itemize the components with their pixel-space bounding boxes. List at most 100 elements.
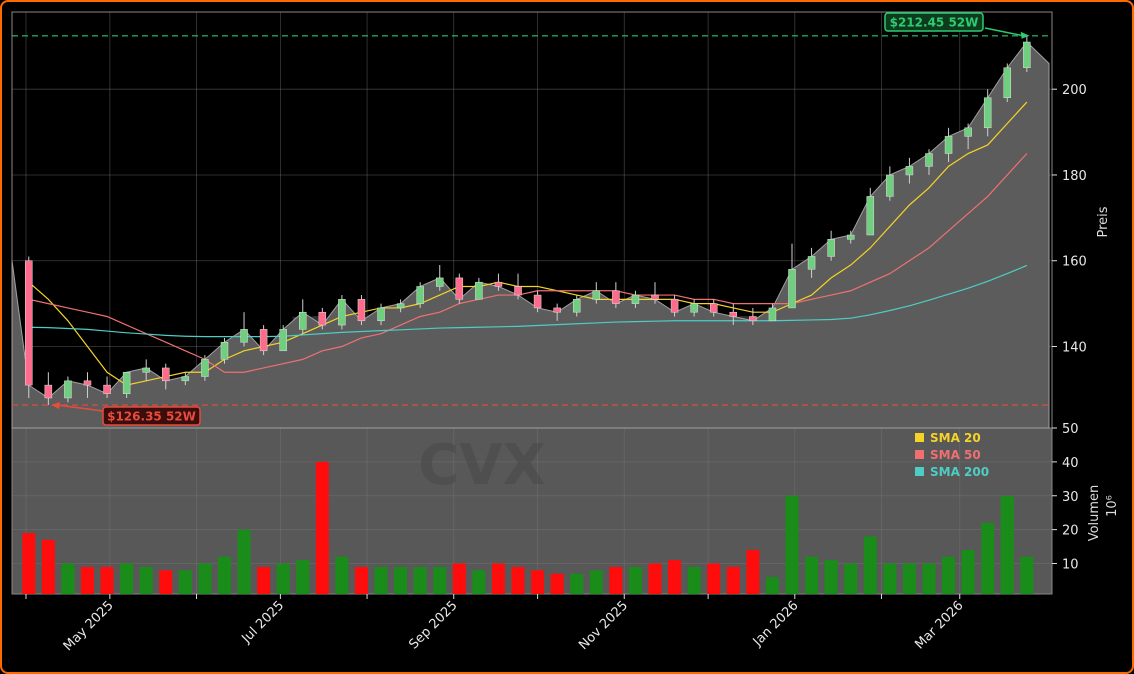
volume-bar <box>139 566 153 594</box>
volume-tick-label: 50 <box>1062 422 1079 437</box>
sma-line <box>28 264 1028 338</box>
candle-body <box>846 234 855 240</box>
low-label-box <box>102 406 201 426</box>
x-tick-label: Jul 2025 <box>238 598 287 647</box>
volume-bar <box>374 566 388 594</box>
candle-body <box>866 196 875 236</box>
candle-body <box>25 260 33 386</box>
candle-body <box>807 256 816 270</box>
volume-bar <box>707 563 721 594</box>
volume-bar <box>942 556 956 594</box>
candle-body <box>455 277 464 300</box>
low-arrowhead <box>51 402 61 410</box>
candle-body <box>494 281 503 287</box>
volume-bar <box>765 577 779 594</box>
volume-bar <box>746 549 760 594</box>
volume-bar <box>1020 556 1034 594</box>
sma-line <box>28 153 1028 373</box>
candle-body <box>220 341 229 360</box>
volume-bar <box>570 573 584 594</box>
candle-body <box>318 311 327 326</box>
x-tick-label: May 2025 <box>61 598 117 654</box>
volume-bar <box>1000 495 1014 594</box>
volume-bar <box>961 549 975 594</box>
volume-bar <box>511 566 525 594</box>
candle-body <box>533 294 542 309</box>
x-tick-label: Jan 2026 <box>750 598 802 650</box>
volume-bar <box>394 566 408 594</box>
candle-body <box>768 307 777 322</box>
candle-body <box>279 329 287 352</box>
candle-body <box>259 329 268 352</box>
candle-body <box>905 166 914 176</box>
candle-body <box>83 380 92 386</box>
volume-bar <box>609 566 623 594</box>
candle-body <box>925 153 933 167</box>
volume-bar <box>100 566 114 594</box>
candle-body <box>475 281 483 300</box>
volume-bar <box>257 566 271 594</box>
candle-body <box>338 299 346 326</box>
volume-bar <box>354 566 368 594</box>
volume-bar <box>805 556 819 594</box>
candle-body <box>964 127 972 137</box>
volume-bar <box>178 570 192 594</box>
volume-tick-label: 40 <box>1062 456 1079 471</box>
low-arrow <box>57 404 104 412</box>
volume-bar <box>120 563 134 594</box>
volume-bar <box>902 563 916 594</box>
price-tick-label: 200 <box>1062 83 1087 98</box>
candle-body <box>44 384 53 399</box>
candle-body <box>103 384 111 394</box>
low-label: $126.35 52W <box>107 410 196 424</box>
volume-bar <box>315 461 329 594</box>
candle-body <box>240 329 248 343</box>
candle-body <box>299 311 307 330</box>
volume-bar <box>80 566 94 594</box>
volume-bar <box>433 566 447 594</box>
volume-bar <box>687 566 701 594</box>
volume-bar <box>22 533 36 594</box>
price-tick-label: 180 <box>1062 169 1087 184</box>
high-label: $212.45 52W <box>890 16 979 30</box>
candle-body <box>122 371 131 394</box>
volume-tick-label: 20 <box>1062 524 1079 539</box>
candle-body <box>886 174 894 197</box>
candle-body <box>944 136 953 154</box>
candle-body <box>709 303 718 313</box>
legend-swatch <box>915 433 924 442</box>
volume-tick-label: 30 <box>1062 490 1079 505</box>
legend-label: SMA 50 <box>930 448 981 462</box>
candle-body <box>396 303 405 309</box>
volume-bar <box>335 556 349 594</box>
volume-axis-unit: 10⁶ <box>1105 495 1120 517</box>
candle-body <box>690 303 698 313</box>
candle-body <box>416 286 424 304</box>
high-arrow <box>984 27 1024 37</box>
volume-bar <box>922 563 936 594</box>
volume-bar <box>628 566 642 594</box>
volume-bar <box>41 539 55 594</box>
price-tick-label: 160 <box>1062 255 1087 270</box>
volume-bar <box>550 573 564 594</box>
candle-body <box>162 367 170 382</box>
volume-bar <box>452 563 466 594</box>
candle-body <box>553 307 561 313</box>
candle-body <box>572 299 581 313</box>
volume-axis-label: Volumen <box>1087 485 1102 542</box>
volume-bar <box>237 529 251 594</box>
candle-body <box>749 316 757 322</box>
candle-body <box>514 286 522 296</box>
volume-bar <box>785 495 799 594</box>
x-tick-label: Nov 2025 <box>576 598 631 653</box>
candle-body <box>983 97 992 129</box>
candle-body <box>729 311 738 317</box>
candle-body <box>201 359 209 377</box>
legend-label: SMA 200 <box>930 465 989 479</box>
volume-bar <box>668 560 682 594</box>
volume-bar <box>648 563 662 594</box>
volume-bar <box>472 570 486 594</box>
ticker-watermark: CVX <box>418 433 546 498</box>
volume-bar <box>531 570 545 594</box>
